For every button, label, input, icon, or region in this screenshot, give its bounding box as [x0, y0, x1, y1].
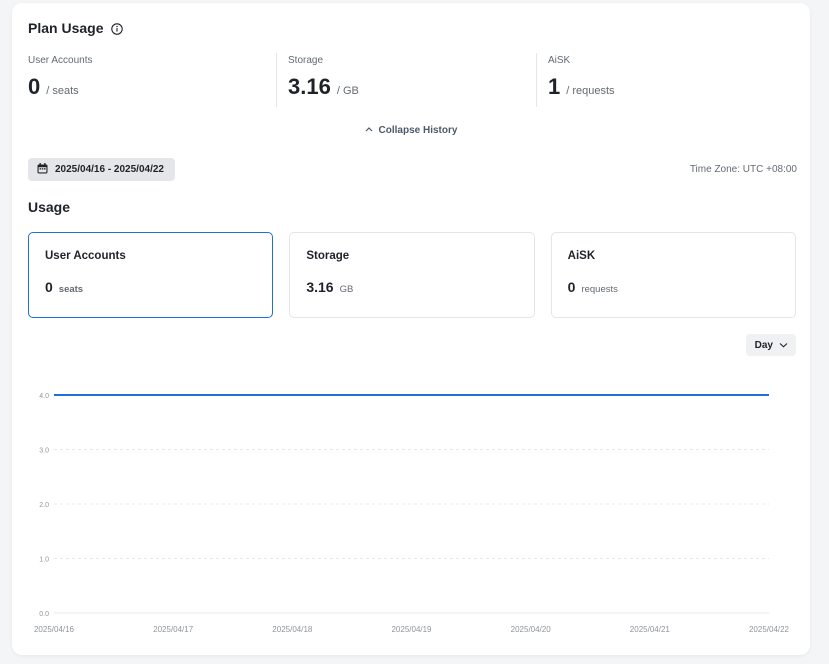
- date-range-label: 2025/04/16 - 2025/04/22: [55, 164, 164, 175]
- x-tick-label: 2025/04/21: [630, 625, 671, 634]
- usage-metric-cards: User Accounts 0 seats Storage 3.16 GB Ai…: [28, 232, 796, 318]
- plan-usage-card: Plan Usage User Accounts 0 / seats Stora…: [12, 3, 810, 655]
- calendar-icon: [37, 162, 48, 177]
- metric-name: AiSK: [567, 250, 596, 262]
- x-tick-label: 2025/04/20: [511, 625, 552, 634]
- chevron-up-icon: [365, 124, 373, 134]
- date-range-picker[interactable]: 2025/04/16 - 2025/04/22: [28, 158, 175, 181]
- metric-unit: GB: [339, 284, 354, 295]
- x-tick-label: 2025/04/22: [749, 625, 790, 634]
- metric-name: Storage: [306, 250, 350, 262]
- y-tick-label: 1.0: [39, 557, 49, 564]
- stat-value: 0: [28, 74, 41, 99]
- collapse-history-label: Collapse History: [378, 125, 458, 136]
- stat-aisk: AiSK 1 / requests: [536, 53, 796, 107]
- usage-section-title: Usage: [28, 199, 71, 215]
- y-tick-label: 0.0: [39, 611, 49, 618]
- timezone-label: Time Zone: UTC +08:00: [689, 164, 797, 175]
- y-tick-label: 3.0: [39, 448, 49, 455]
- metric-value: 0: [567, 279, 576, 295]
- metric-card-storage[interactable]: Storage 3.16 GB: [289, 232, 535, 318]
- x-tick-label: 2025/04/17: [153, 625, 194, 634]
- stat-unit: / GB: [336, 85, 359, 97]
- plan-usage-header: Plan Usage: [28, 20, 124, 36]
- stat-value: 1: [548, 74, 561, 99]
- metric-unit: seats: [58, 284, 84, 295]
- metric-unit: requests: [581, 284, 618, 295]
- metric-card-user-accounts[interactable]: User Accounts 0 seats: [28, 232, 274, 318]
- stat-storage: Storage 3.16 / GB: [276, 53, 536, 107]
- metric-value: 0: [45, 279, 53, 295]
- stat-label: User Accounts: [28, 55, 93, 66]
- stat-unit: / requests: [566, 85, 615, 97]
- stat-label: AiSK: [548, 55, 571, 66]
- granularity-select[interactable]: Day: [745, 334, 796, 356]
- plan-stats: User Accounts 0 / seats Storage 3.16 / G…: [28, 53, 796, 107]
- info-icon[interactable]: [111, 22, 124, 35]
- stat-label: Storage: [288, 55, 324, 66]
- page-title: Plan Usage: [28, 20, 104, 36]
- stat-unit: / seats: [46, 85, 79, 97]
- stat-user-accounts: User Accounts 0 / seats: [28, 53, 276, 107]
- metric-name: User Accounts: [45, 250, 126, 262]
- y-tick-label: 4.0: [39, 393, 49, 400]
- x-tick-label: 2025/04/18: [272, 625, 313, 634]
- stat-value: 3.16: [288, 74, 331, 99]
- usage-line-chart: 0.0 1.0 2.0 3.0 4.0 2025/04/16 2025/04/17 2025/…: [34, 393, 790, 634]
- collapse-history-button[interactable]: Collapse History: [12, 125, 810, 136]
- chevron-down-icon: [779, 340, 788, 351]
- x-tick-label: 2025/04/16: [34, 625, 75, 634]
- x-tick-label: 2025/04/19: [391, 625, 432, 634]
- metric-value: 3.16: [306, 279, 334, 295]
- y-tick-label: 2.0: [39, 502, 49, 509]
- metric-card-aisk[interactable]: AiSK 0 requests: [550, 232, 796, 318]
- granularity-label: Day: [754, 339, 773, 351]
